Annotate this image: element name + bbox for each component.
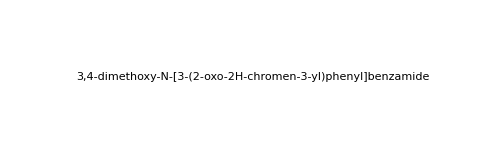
Text: 3,4-dimethoxy-N-[3-(2-oxo-2H-chromen-3-yl)phenyl]benzamide: 3,4-dimethoxy-N-[3-(2-oxo-2H-chromen-3-y… xyxy=(76,72,429,82)
